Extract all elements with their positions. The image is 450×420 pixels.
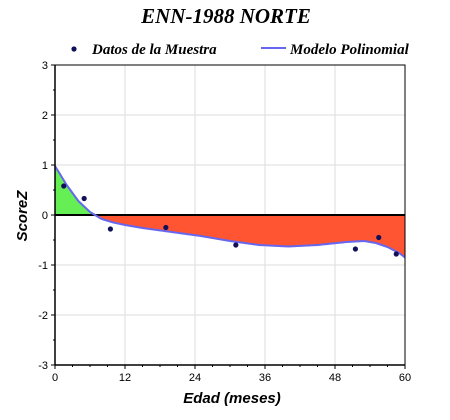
x-tick-label: 0 <box>52 372 58 384</box>
y-tick-label: -3 <box>38 360 48 372</box>
data-point <box>81 195 87 202</box>
data-point <box>376 234 382 241</box>
data-point <box>233 242 239 248</box>
y-tick-label: 0 <box>42 210 48 222</box>
x-tick-label: 12 <box>119 372 131 384</box>
data-point <box>352 246 359 252</box>
data-point <box>163 224 169 231</box>
legend-label-datos: Datos de la Muestra <box>91 42 217 58</box>
x-tick-label: 60 <box>399 372 411 384</box>
area-above-zero <box>55 166 95 215</box>
legend-marker-datos <box>71 46 77 52</box>
model-curve-line <box>54 165 406 259</box>
polynomial-curve <box>54 165 406 259</box>
y-tick-label: 2 <box>42 110 48 122</box>
legend: Datos de la Muestra Modelo Polinomial <box>71 42 410 58</box>
area-below-zero <box>95 215 405 258</box>
x-tick-label: 24 <box>189 372 201 384</box>
data-point <box>393 251 399 257</box>
data-point <box>107 226 114 232</box>
sample-points <box>61 183 399 257</box>
axes <box>51 64 406 369</box>
y-tick-label: -1 <box>38 260 48 272</box>
y-tick-label: 1 <box>42 160 48 172</box>
y-axis-label: ScoreZ <box>14 190 31 242</box>
area-fills <box>55 166 405 258</box>
legend-label-modelo: Modelo Polinomial <box>289 42 410 58</box>
x-tick-label: 36 <box>259 372 271 384</box>
data-point <box>61 183 67 189</box>
x-tick-label: 48 <box>329 372 341 384</box>
y-tick-label: -2 <box>38 310 48 322</box>
y-tick-label: 3 <box>42 60 48 72</box>
x-axis-label: Edad (meses) <box>183 390 281 407</box>
chart-title: ENN-1988 NORTE <box>140 4 311 28</box>
